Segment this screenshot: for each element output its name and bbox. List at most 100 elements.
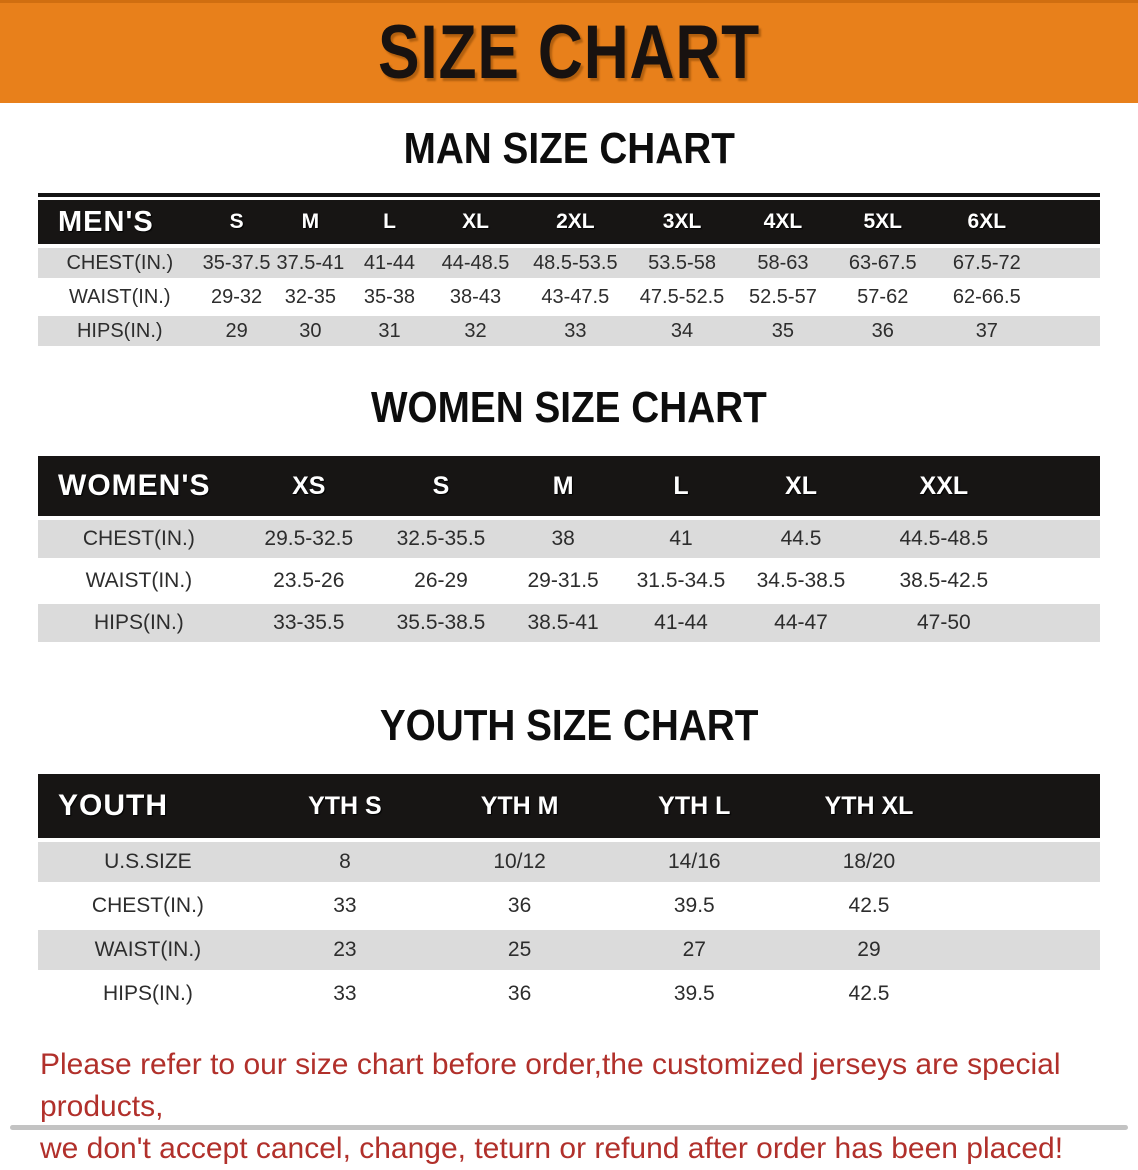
women-waist-value: 31.5-34.5: [622, 560, 740, 604]
women-waist-value: 38.5-42.5: [862, 560, 1026, 604]
men-row-label-waist: WAIST(IN.): [38, 280, 202, 316]
men-row-label-hips: HIPS(IN.): [38, 314, 202, 350]
women-col-header-l: L: [622, 456, 740, 520]
men-chest-value: 58-63: [734, 246, 832, 282]
women-col-header-xxl: XXL: [862, 456, 1026, 520]
men-chest-value: 37.5-41: [271, 246, 350, 282]
women-waist-value: 29-31.5: [504, 560, 623, 604]
youth-waist-value: 23: [257, 928, 432, 974]
youth-chest-value: 36: [431, 884, 608, 930]
men-col-header-s: S: [201, 200, 272, 248]
spacer-cell: [956, 928, 1100, 974]
spacer-cell: [1025, 518, 1100, 562]
men-hips-row: HIPS(IN.) 29 30 31 32 33 34 35 36 37: [38, 314, 1100, 350]
women-col-header-m: M: [504, 456, 623, 520]
youth-ussize-row: U.S.SIZE 8 10/12 14/16 18/20: [38, 840, 1100, 886]
men-table-wrap: MEN'S S M L XL 2XL 3XL 4XL 5XL 6XL CHEST…: [38, 193, 1100, 350]
youth-hips-value: 36: [431, 972, 608, 1018]
women-chest-value: 41: [622, 518, 740, 562]
disclaimer-line-1: Please refer to our size chart before or…: [40, 1048, 1061, 1123]
men-hips-value: 33: [521, 314, 630, 350]
women-hips-value: 44-47: [739, 602, 863, 646]
youth-ussize-value: 8: [257, 840, 432, 886]
spacer-cell: [1025, 456, 1100, 520]
women-hips-value: 38.5-41: [504, 602, 623, 646]
youth-row-label-ussize: U.S.SIZE: [38, 840, 258, 886]
youth-chest-row: CHEST(IN.) 33 36 39.5 42.5: [38, 884, 1100, 930]
men-section: MAN SIZE CHART MEN'S S M L XL 2XL 3XL 4X…: [0, 127, 1138, 350]
men-hips-value: 34: [629, 314, 735, 350]
women-chest-value: 44.5: [739, 518, 863, 562]
men-section-heading-text: MAN SIZE CHART: [403, 124, 735, 173]
women-size-table: WOMEN'S XS S M L XL XXL CHEST(IN.) 29.5-…: [38, 456, 1100, 646]
youth-table-wrap: YOUTH YTH S YTH M YTH L YTH XL U.S.SIZE …: [38, 774, 1100, 1018]
youth-chest-value: 33: [257, 884, 432, 930]
men-col-header-l: L: [349, 200, 430, 248]
spacer-cell: [956, 972, 1100, 1018]
women-col-header-xl: XL: [739, 456, 863, 520]
youth-hips-row: HIPS(IN.) 33 36 39.5 42.5: [38, 972, 1100, 1018]
bottom-edge-divider: [10, 1125, 1128, 1130]
disclaimer-note: Please refer to our size chart before or…: [40, 1044, 1098, 1170]
men-size-table: MEN'S S M L XL 2XL 3XL 4XL 5XL 6XL CHEST…: [38, 200, 1100, 350]
men-hips-value: 29: [201, 314, 272, 350]
youth-col-header-m: YTH M: [431, 774, 608, 842]
youth-row-label-hips: HIPS(IN.): [38, 972, 258, 1018]
women-hips-value: 35.5-38.5: [377, 602, 505, 646]
spacer-cell: [1039, 280, 1100, 316]
men-waist-value: 35-38: [349, 280, 430, 316]
spacer-cell: [956, 884, 1100, 930]
disclaimer-line-2: we don't accept cancel, change, teturn o…: [40, 1132, 1064, 1165]
men-col-header-3xl: 3XL: [629, 200, 735, 248]
youth-ussize-value: 10/12: [431, 840, 608, 886]
men-col-header-2xl: 2XL: [521, 200, 630, 248]
men-waist-value: 32-35: [271, 280, 350, 316]
women-hips-value: 33-35.5: [239, 602, 378, 646]
youth-section-heading-text: YOUTH SIZE CHART: [379, 701, 759, 750]
men-hips-value: 37: [934, 314, 1040, 350]
men-chest-value: 63-67.5: [831, 246, 935, 282]
men-header-row: MEN'S S M L XL 2XL 3XL 4XL 5XL 6XL: [38, 200, 1100, 248]
spacer-cell: [956, 840, 1100, 886]
women-waist-value: 26-29: [377, 560, 505, 604]
banner: SIZE CHART: [0, 0, 1138, 103]
men-waist-value: 43-47.5: [521, 280, 630, 316]
men-hips-value: 32: [429, 314, 522, 350]
women-chest-value: 29.5-32.5: [239, 518, 378, 562]
men-waist-row: WAIST(IN.) 29-32 32-35 35-38 38-43 43-47…: [38, 280, 1100, 316]
women-row-label-waist: WAIST(IN.): [38, 560, 240, 604]
youth-size-table: YOUTH YTH S YTH M YTH L YTH XL U.S.SIZE …: [38, 774, 1100, 1018]
women-hips-value: 47-50: [862, 602, 1026, 646]
women-row-label-chest: CHEST(IN.): [38, 518, 240, 562]
youth-ussize-value: 18/20: [781, 840, 957, 886]
women-waist-value: 23.5-26: [239, 560, 378, 604]
spacer-cell: [956, 774, 1100, 842]
women-row-label-hips: HIPS(IN.): [38, 602, 240, 646]
men-waist-value: 38-43: [429, 280, 522, 316]
men-chest-value: 35-37.5: [201, 246, 272, 282]
youth-hips-value: 39.5: [607, 972, 782, 1018]
youth-section-heading: YOUTH SIZE CHART: [0, 704, 1138, 748]
men-chest-row: CHEST(IN.) 35-37.5 37.5-41 41-44 44-48.5…: [38, 246, 1100, 282]
spacer-cell: [1039, 200, 1100, 248]
men-waist-value: 47.5-52.5: [629, 280, 735, 316]
spacer-cell: [1039, 246, 1100, 282]
youth-ussize-value: 14/16: [607, 840, 782, 886]
youth-header-row: YOUTH YTH S YTH M YTH L YTH XL: [38, 774, 1100, 842]
youth-waist-value: 27: [607, 928, 782, 974]
youth-chest-value: 42.5: [781, 884, 957, 930]
spacer-cell: [1025, 602, 1100, 646]
women-table-title: WOMEN'S: [38, 456, 240, 520]
women-hips-value: 41-44: [622, 602, 740, 646]
men-chest-value: 53.5-58: [629, 246, 735, 282]
men-chest-value: 41-44: [349, 246, 430, 282]
men-hips-value: 30: [271, 314, 350, 350]
men-table-topline: [38, 193, 1100, 197]
men-chest-value: 44-48.5: [429, 246, 522, 282]
men-row-label-chest: CHEST(IN.): [38, 246, 202, 282]
women-chest-value: 32.5-35.5: [377, 518, 505, 562]
men-col-header-xl: XL: [429, 200, 522, 248]
youth-waist-row: WAIST(IN.) 23 25 27 29: [38, 928, 1100, 974]
youth-col-header-l: YTH L: [607, 774, 782, 842]
men-hips-value: 31: [349, 314, 430, 350]
